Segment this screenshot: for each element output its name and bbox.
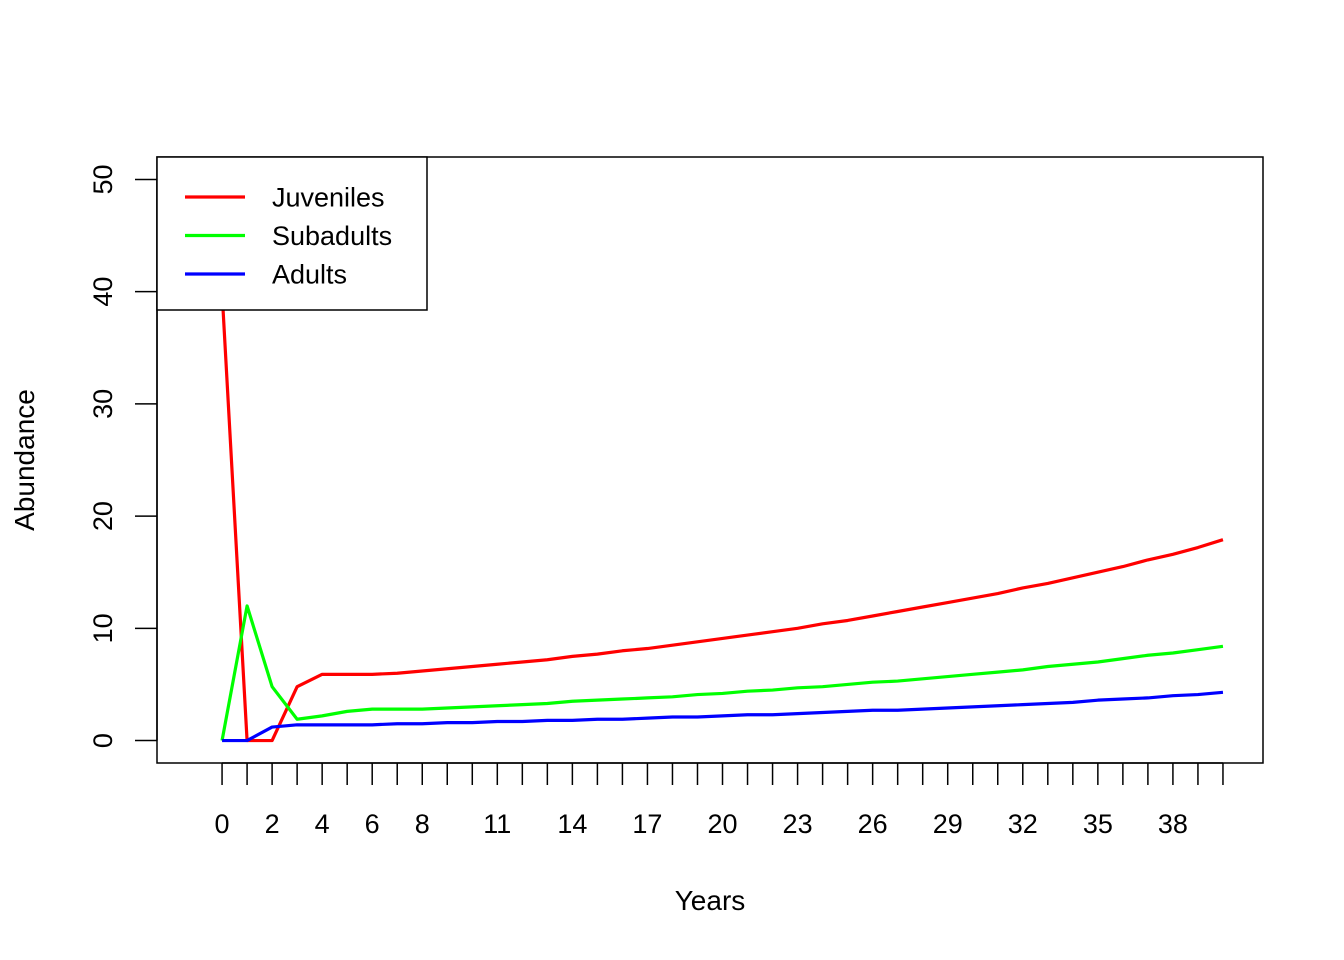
legend: Juveniles Subadults Adults: [156, 156, 428, 311]
x-tick-label: 38: [1158, 809, 1188, 839]
legend-item-subadults: Subadults: [185, 221, 392, 251]
x-tick-label: 35: [1083, 809, 1113, 839]
x-axis: 0 2 4 6 8 11 14 17 20 23 26 29 32 35 38: [215, 762, 1224, 839]
series-line-subadults: [220, 604, 1224, 741]
legend-label: Adults: [272, 260, 347, 290]
legend-label: Juveniles: [272, 183, 385, 213]
x-tick-label: 4: [315, 809, 330, 839]
x-tick-label: 0: [215, 809, 230, 839]
legend-item-adults: Adults: [185, 260, 347, 290]
series-line-adults: [222, 690, 1224, 743]
x-tick-label: 8: [415, 809, 430, 839]
x-tick-label: 20: [707, 809, 737, 839]
y-axis: 0 10 20 30 40 50: [88, 164, 158, 748]
y-tick-label: 40: [88, 277, 118, 307]
x-tick-label: 11: [483, 809, 511, 839]
x-tick-label: 32: [1008, 809, 1038, 839]
y-tick-label: 50: [88, 164, 118, 194]
series-line-juveniles: [220, 291, 1224, 743]
y-tick-label: 30: [88, 389, 118, 419]
legend-box: [156, 156, 428, 311]
x-tick-label: 23: [783, 809, 813, 839]
x-axis-title: Years: [675, 885, 746, 916]
x-tick-label: 29: [933, 809, 963, 839]
x-tick-label: 2: [265, 809, 280, 839]
x-tick-label: 6: [365, 809, 380, 839]
y-tick-label: 20: [88, 501, 118, 531]
y-axis-title: Abundance: [9, 389, 40, 531]
x-tick-label: 17: [632, 809, 662, 839]
legend-label: Subadults: [272, 221, 392, 251]
x-tick-label: 26: [858, 809, 888, 839]
y-tick-label: 10: [88, 613, 118, 643]
series-layer: [220, 291, 1224, 743]
x-tick-label: 14: [557, 809, 587, 839]
legend-item-juveniles: Juveniles: [185, 183, 385, 213]
y-tick-label: 0: [88, 733, 118, 748]
